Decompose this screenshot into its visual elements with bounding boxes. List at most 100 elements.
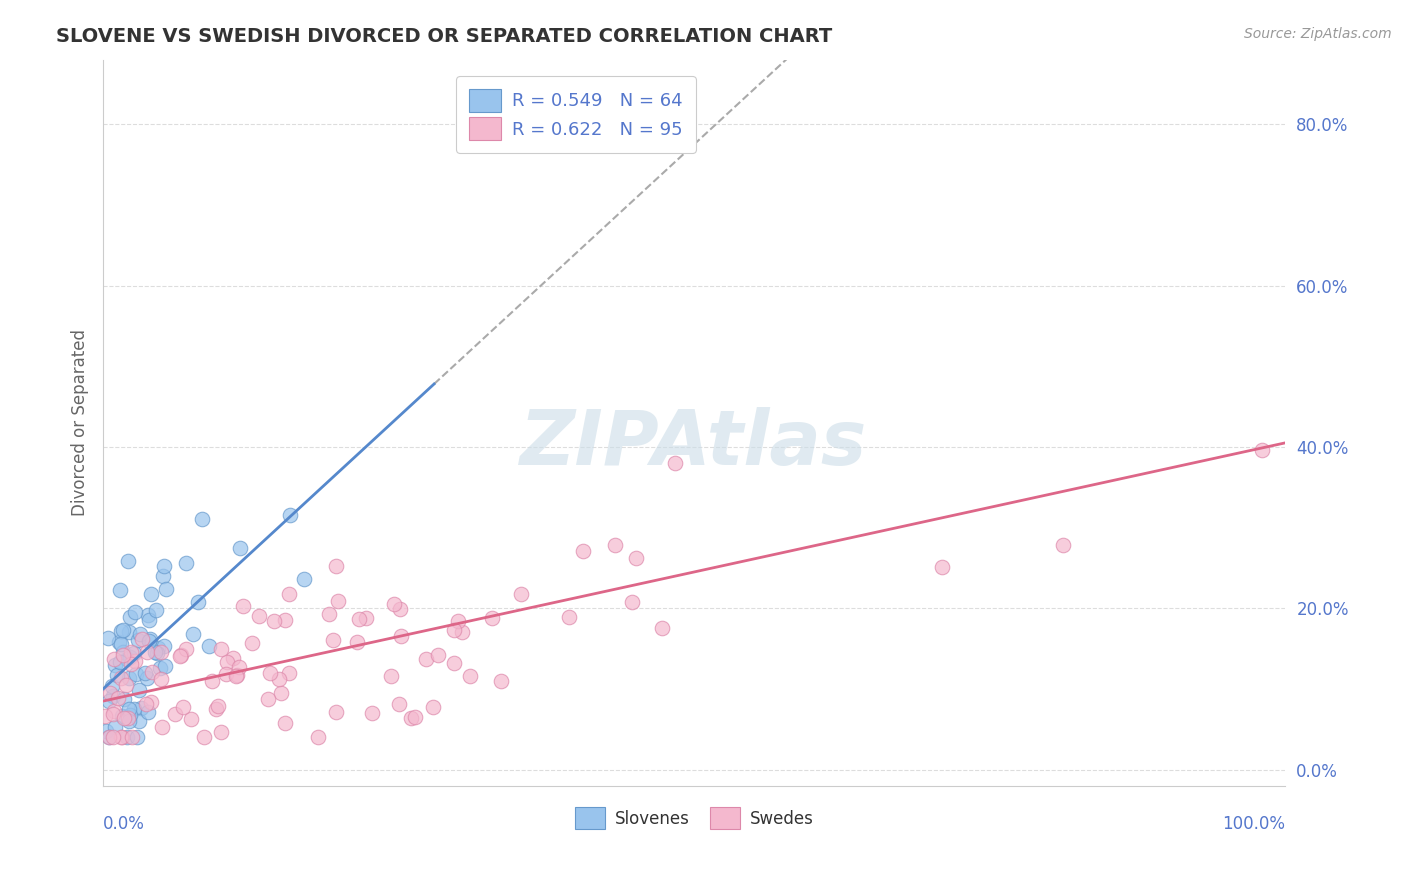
Point [117, 711, 139, 725]
Point [404, 710, 426, 724]
Point [150, 720, 173, 734]
Point [155, 582, 177, 596]
Point [270, 686, 292, 700]
Point [354, 610, 377, 624]
Point [124, 646, 146, 660]
Point [347, 612, 370, 626]
Point [145, 645, 167, 659]
Point [136, 706, 159, 720]
Point [422, 699, 444, 714]
Point [163, 707, 186, 722]
Point [292, 573, 315, 587]
Point [415, 652, 437, 666]
Point [209, 725, 232, 739]
Point [222, 651, 245, 665]
Text: ZIPAtlas: ZIPAtlas [520, 408, 868, 482]
Point [273, 715, 295, 730]
Point [97, 632, 120, 646]
Point [110, 637, 132, 651]
Point [150, 672, 173, 686]
Point [153, 658, 176, 673]
Point [115, 678, 138, 692]
Point [426, 648, 449, 662]
Point [181, 627, 204, 641]
Point [153, 558, 176, 573]
Point [489, 673, 512, 688]
Text: Source: ZipAtlas.com: Source: ZipAtlas.com [1244, 27, 1392, 41]
Point [129, 627, 152, 641]
Point [152, 569, 174, 583]
Point [97, 731, 120, 745]
Point [259, 665, 281, 680]
Point [124, 654, 146, 668]
Point [931, 560, 953, 574]
Point [139, 587, 162, 601]
Point [110, 731, 132, 745]
Point [1250, 442, 1272, 457]
Point [118, 708, 141, 723]
Point [104, 658, 127, 673]
Point [138, 614, 160, 628]
Point [209, 642, 232, 657]
Point [326, 593, 349, 607]
Point [94, 723, 117, 738]
Point [215, 666, 238, 681]
Point [174, 556, 197, 570]
Point [98, 686, 121, 700]
Point [325, 705, 347, 719]
Point [458, 669, 481, 683]
Point [110, 655, 132, 669]
Point [267, 672, 290, 686]
Point [200, 674, 222, 689]
Point [145, 603, 167, 617]
Point [621, 595, 644, 609]
Point [128, 682, 150, 697]
Point [117, 554, 139, 568]
Point [571, 543, 593, 558]
Point [172, 699, 194, 714]
Point [626, 550, 648, 565]
Point [451, 624, 474, 639]
Text: SLOVENE VS SWEDISH DIVORCED OR SEPARATED CORRELATION CHART: SLOVENE VS SWEDISH DIVORCED OR SEPARATED… [56, 27, 832, 45]
Point [108, 582, 131, 597]
Point [138, 634, 160, 648]
Point [401, 711, 423, 725]
Point [228, 541, 250, 555]
Point [103, 652, 125, 666]
Point [257, 692, 280, 706]
Point [127, 632, 149, 647]
Point [112, 692, 135, 706]
Point [131, 632, 153, 646]
Point [205, 702, 228, 716]
Point [174, 642, 197, 657]
Point [169, 649, 191, 664]
Point [146, 641, 169, 656]
Point [120, 610, 142, 624]
Point [322, 633, 344, 648]
Point [187, 595, 209, 609]
Point [122, 702, 145, 716]
Point [101, 690, 124, 704]
Point [1052, 538, 1074, 552]
Point [112, 648, 135, 662]
Point [118, 701, 141, 715]
Point [114, 711, 136, 725]
Point [443, 657, 465, 671]
Point [111, 731, 134, 745]
Point [110, 671, 132, 685]
Point [121, 731, 143, 745]
Point [101, 731, 124, 745]
Point [193, 731, 215, 745]
Point [128, 714, 150, 728]
Point [228, 660, 250, 674]
Point [274, 613, 297, 627]
Point [93, 709, 115, 723]
Legend: Slovenes, Swedes: Slovenes, Swedes [568, 801, 820, 836]
Point [388, 602, 411, 616]
Point [443, 623, 465, 637]
Point [108, 635, 131, 649]
Point [278, 666, 301, 681]
Point [136, 608, 159, 623]
Point [120, 645, 142, 659]
Point [651, 622, 673, 636]
